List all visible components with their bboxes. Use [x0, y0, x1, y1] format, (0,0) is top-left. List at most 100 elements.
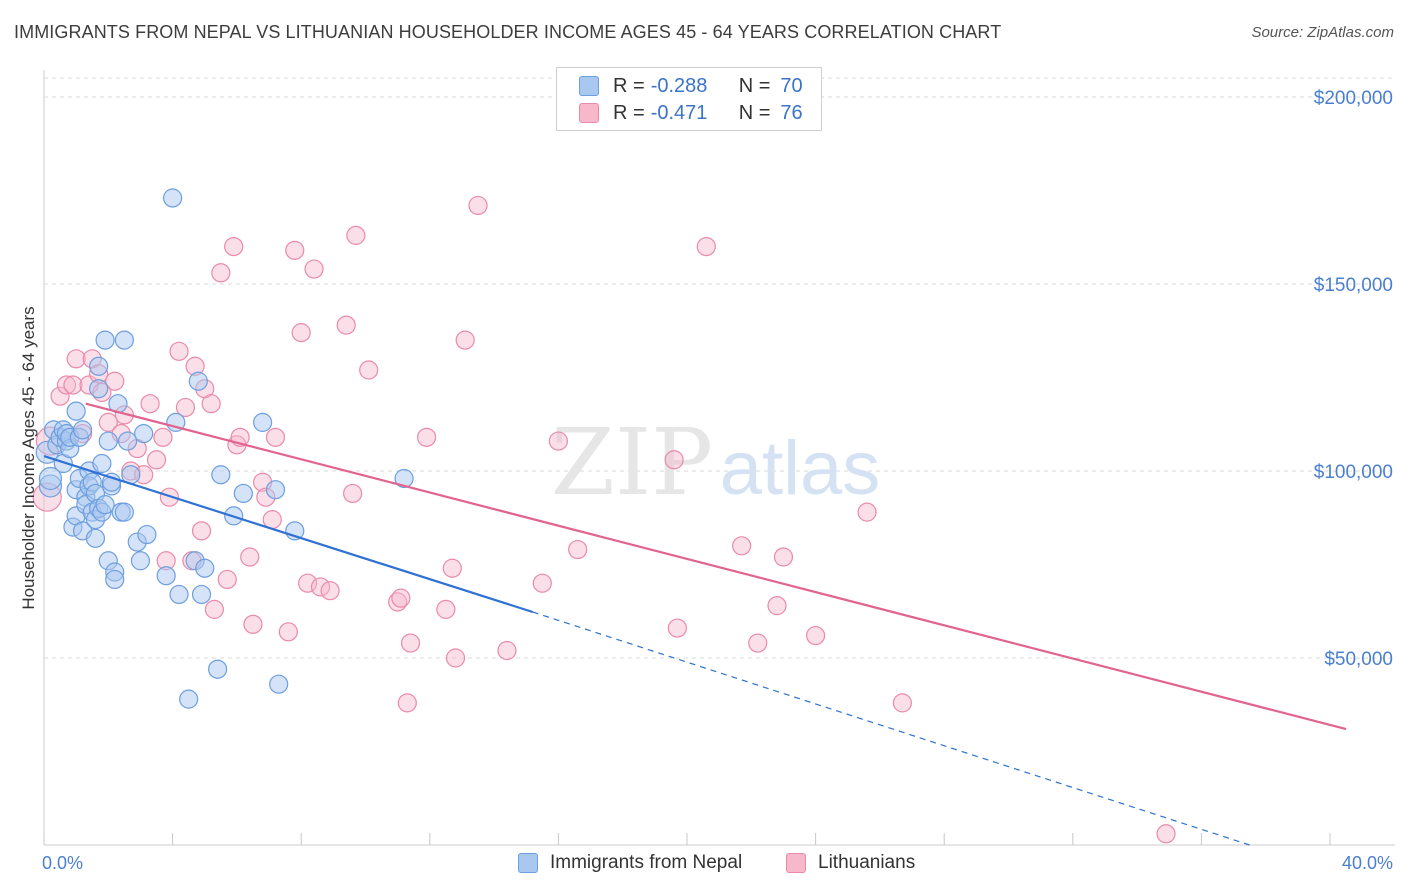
nepal-point	[38, 466, 63, 491]
source-attribution[interactable]: Source: ZipAtlas.com	[1251, 24, 1394, 41]
lithuanians-points	[32, 195, 1176, 844]
lithuanians-point	[346, 225, 366, 245]
lithuanians-point	[532, 573, 552, 593]
lithuanians-point	[211, 263, 231, 283]
lithuanians-point	[191, 521, 212, 541]
lithuanians-point	[748, 633, 768, 653]
nepal-point	[101, 472, 122, 492]
lithuanians-point	[359, 360, 379, 380]
n-value: 76	[780, 101, 803, 124]
nepal-trend-line	[43, 454, 534, 614]
lithuanians-swatch	[579, 103, 599, 123]
y-axis-label: Householder Income Ages 45 - 64 years	[19, 306, 38, 609]
lithuanians-point	[153, 427, 173, 447]
lithuanians-point	[50, 386, 70, 406]
nepal-trend-extension	[532, 611, 1250, 846]
lithuanians-point	[175, 397, 196, 418]
nepal-point	[211, 465, 231, 485]
x-ticks	[43, 833, 1331, 845]
lithuanians-point	[243, 614, 263, 634]
lithuanians-point	[320, 581, 340, 601]
lithuanians-point	[310, 577, 331, 597]
nepal-point	[117, 431, 138, 451]
nepal-point	[85, 528, 106, 548]
x-tick-label-min: 0.0%	[42, 853, 83, 873]
nepal-point	[137, 524, 157, 545]
watermark: ZIP atlas	[551, 409, 880, 516]
source-link[interactable]: Source: ZipAtlas.com	[1251, 24, 1394, 41]
x-tick-labels: 0.0% 40.0%	[42, 853, 1393, 873]
y-tick-labels: $50,000 $100,000 $150,000 $200,000	[1314, 88, 1393, 670]
series-legend: Immigrants from Nepal Lithuanians	[0, 852, 1406, 878]
r-label: R =	[613, 101, 645, 124]
nepal-point	[163, 188, 183, 208]
nepal-point	[269, 674, 289, 694]
y-tick-label-2: $150,000	[1314, 275, 1393, 296]
gridlines	[44, 77, 1395, 659]
legend-item-lithuanians[interactable]: Lithuanians	[786, 852, 915, 874]
lithuanians-point	[468, 195, 488, 216]
nepal-swatch	[518, 853, 538, 873]
nepal-point	[66, 401, 86, 421]
lithuanians-point	[204, 599, 224, 619]
correlation-legend: R = -0.288 N = 70 R = -0.471 N = 76	[556, 67, 822, 131]
lithuanians-point	[667, 618, 687, 638]
r-label: R =	[613, 74, 645, 97]
chart-title: IMMIGRANTS FROM NEPAL VS LITHUANIAN HOUS…	[14, 22, 1002, 42]
lithuanians-point	[436, 599, 456, 619]
nepal-point	[130, 551, 151, 571]
nepal-point	[98, 431, 118, 451]
lithuanians-point	[397, 693, 417, 713]
r-value: -0.471	[650, 101, 708, 124]
legend-row-lithuanians: R = -0.471 N = 76	[579, 100, 803, 126]
nepal-point	[195, 558, 215, 578]
nepal-point	[89, 356, 109, 376]
lithuanians-point	[400, 633, 421, 653]
nepal-point	[114, 502, 134, 522]
nepal-point	[134, 424, 154, 444]
lithuanians-point	[391, 588, 411, 608]
lithuanians-point	[278, 622, 298, 642]
nepal-point	[188, 371, 208, 391]
nepal-point	[89, 379, 109, 399]
lithuanians-point	[201, 394, 221, 414]
lithuanians-point	[66, 349, 86, 369]
nepal-point	[233, 483, 253, 504]
lithuanians-point	[304, 259, 324, 279]
nepal-point	[169, 584, 189, 605]
lithuanians-point	[664, 450, 684, 470]
nepal-point	[114, 330, 134, 350]
x-tick-label-max: 40.0%	[1342, 853, 1393, 873]
lithuanians-point	[732, 536, 752, 556]
r-value: -0.288	[650, 74, 708, 97]
nepal-point	[105, 569, 125, 590]
nepal-point	[394, 468, 414, 489]
lithuanians-point	[63, 375, 83, 395]
y-tick-label-3: $200,000	[1314, 88, 1393, 109]
lithuanians-trend-line	[85, 402, 1347, 731]
nepal-point	[95, 495, 115, 515]
legend-label-nepal: Immigrants from Nepal	[550, 852, 743, 873]
nepal-point	[253, 412, 273, 432]
lithuanians-point	[696, 237, 716, 257]
nepal-point	[92, 453, 112, 474]
lithuanians-point	[140, 394, 160, 414]
nepal-point	[95, 330, 115, 350]
lithuanians-point	[224, 237, 244, 257]
lithuanians-point	[773, 547, 794, 567]
lithuanians-point	[805, 625, 826, 646]
lithuanians-point	[1156, 824, 1176, 844]
lithuanians-point	[56, 375, 77, 395]
y-tick-label-1: $100,000	[1314, 462, 1393, 483]
lithuanians-point	[442, 558, 462, 578]
lithuanians-point	[416, 427, 437, 447]
nepal-swatch	[579, 76, 599, 96]
legend-row-nepal: R = -0.288 N = 70	[579, 73, 803, 99]
lithuanians-point	[548, 431, 569, 451]
nepal-point	[208, 659, 228, 679]
lithuanians-point	[105, 371, 125, 391]
legend-item-nepal[interactable]: Immigrants from Nepal	[518, 852, 742, 874]
lithuanians-point	[217, 569, 237, 590]
lithuanians-swatch	[786, 853, 806, 873]
nepal-points	[35, 188, 414, 709]
